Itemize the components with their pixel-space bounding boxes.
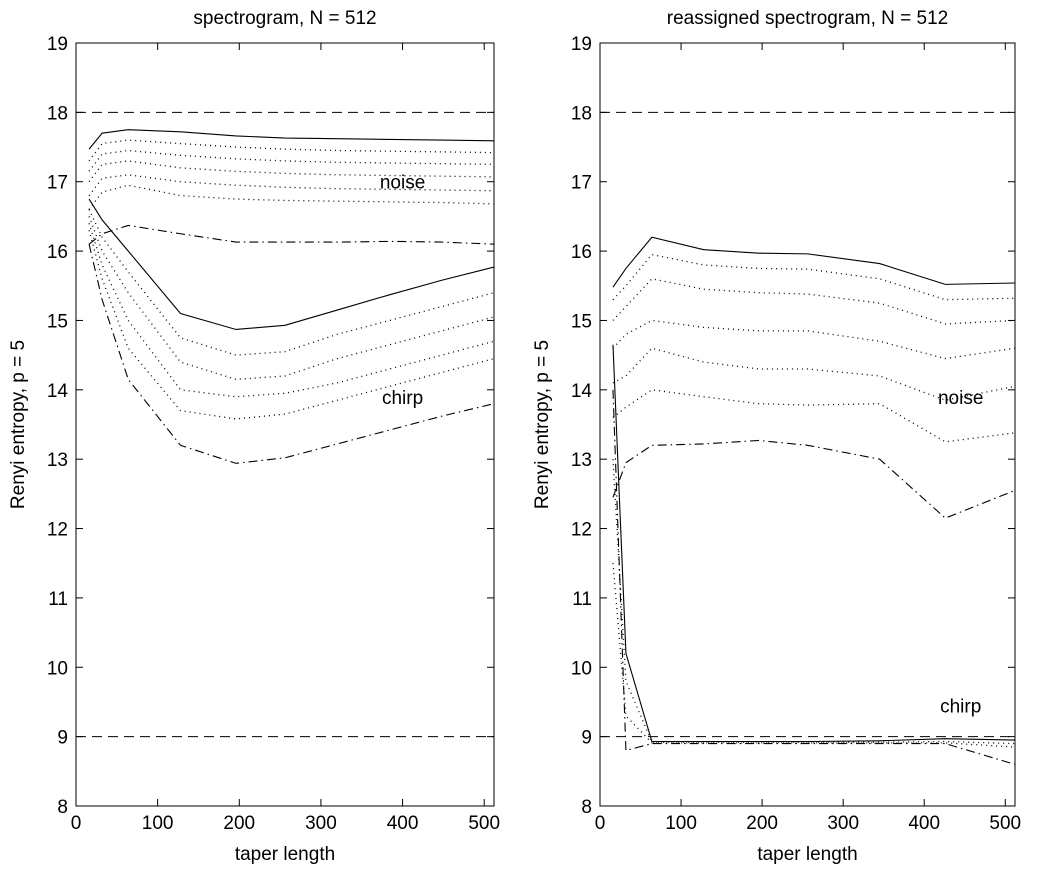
y-tick-label: 18 xyxy=(47,103,68,124)
y-tick-label: 13 xyxy=(571,450,592,471)
x-tick-label: 0 xyxy=(595,813,606,834)
series-line xyxy=(612,389,1016,765)
x-tick-label: 400 xyxy=(908,813,940,834)
y-axis-label: Renyi entropy, p = 5 xyxy=(8,340,29,509)
series-line xyxy=(612,236,1016,288)
y-tick-label: 14 xyxy=(571,381,593,402)
y-tick-label: 16 xyxy=(47,242,68,263)
series-line xyxy=(612,439,1016,519)
x-tick-label: 300 xyxy=(305,813,337,834)
x-tick-label: 500 xyxy=(468,813,500,834)
series-line xyxy=(612,253,1016,301)
series-line xyxy=(88,223,495,398)
series-line xyxy=(88,174,495,196)
y-tick-label: 16 xyxy=(571,242,592,263)
annotation: noise xyxy=(938,388,983,409)
series-line xyxy=(612,459,1016,745)
y-tick-label: 15 xyxy=(571,311,592,332)
y-tick-label: 17 xyxy=(47,173,68,194)
x-tick-label: 0 xyxy=(71,813,82,834)
y-tick-label: 18 xyxy=(571,103,592,124)
x-tick-label: 500 xyxy=(989,813,1021,834)
series-line xyxy=(88,224,495,245)
y-tick-label: 9 xyxy=(581,728,592,749)
series-line xyxy=(612,563,1016,748)
series-line xyxy=(88,184,495,210)
chart-title: reassigned spectrogram, N = 512 xyxy=(667,8,948,29)
x-tick-label: 400 xyxy=(387,813,419,834)
plot-frame xyxy=(75,42,495,807)
series-line xyxy=(88,149,495,172)
y-tick-label: 19 xyxy=(571,34,592,55)
series-line xyxy=(88,139,495,162)
series-line xyxy=(88,198,495,331)
x-axis-label: taper length xyxy=(235,844,335,865)
y-tick-label: 12 xyxy=(47,520,68,541)
annotation: chirp xyxy=(940,696,981,717)
x-axis-label: taper length xyxy=(757,844,857,865)
series-line xyxy=(88,129,495,150)
series-line xyxy=(88,230,495,420)
x-tick-label: 100 xyxy=(665,813,697,834)
series-line xyxy=(612,344,1016,743)
y-tick-label: 17 xyxy=(571,173,592,194)
annotation: noise xyxy=(380,173,425,194)
chart-title: spectrogram, N = 512 xyxy=(193,8,376,29)
y-tick-label: 11 xyxy=(572,589,592,610)
series-line xyxy=(88,244,495,464)
y-tick-label: 8 xyxy=(581,797,592,818)
plot-frame xyxy=(599,42,1016,807)
x-tick-label: 300 xyxy=(827,813,859,834)
series-line xyxy=(88,209,495,356)
series-line xyxy=(612,319,1016,360)
y-tick-label: 9 xyxy=(57,728,68,749)
y-tick-label: 13 xyxy=(47,450,68,471)
x-tick-label: 200 xyxy=(746,813,778,834)
series-line xyxy=(88,216,495,381)
series-line xyxy=(612,389,1016,443)
y-tick-label: 8 xyxy=(57,797,68,818)
y-tick-label: 12 xyxy=(571,520,592,541)
series-line xyxy=(88,160,495,183)
x-tick-label: 200 xyxy=(223,813,255,834)
annotation: chirp xyxy=(382,388,423,409)
y-axis-label: Renyi entropy, p = 5 xyxy=(532,340,553,509)
y-tick-label: 14 xyxy=(47,381,69,402)
y-tick-label: 15 xyxy=(47,311,68,332)
x-tick-label: 100 xyxy=(142,813,174,834)
y-tick-label: 10 xyxy=(47,658,68,679)
y-tick-label: 11 xyxy=(48,589,68,610)
series-line xyxy=(612,278,1016,325)
y-tick-label: 10 xyxy=(571,658,592,679)
y-tick-label: 19 xyxy=(47,34,68,55)
